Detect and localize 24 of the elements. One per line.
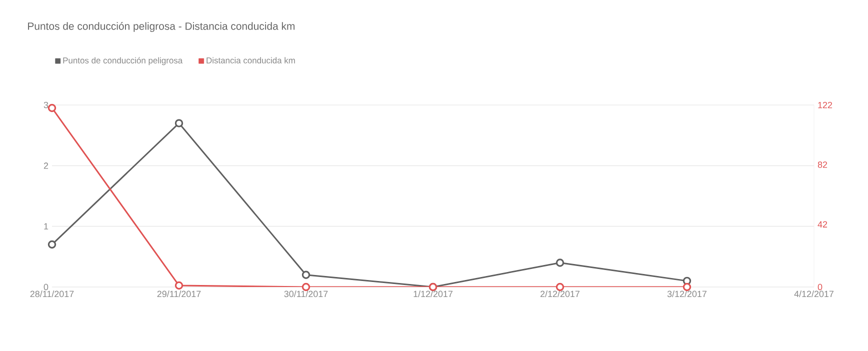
chart-title: Puntos de conducción peligrosa - Distancia conducida km — [28, 22, 295, 32]
x-tick-label: 29/11/2017 — [157, 290, 201, 298]
point — [556, 258, 564, 267]
point — [174, 119, 184, 128]
y2-tick-label: 42 — [818, 221, 828, 228]
point — [48, 240, 56, 249]
x-tick-label: 30/11/2017 — [284, 290, 328, 298]
x-tick-label: 4/12/2017 — [794, 290, 834, 298]
y-tick-label: 0 — [44, 284, 48, 290]
y2-tick-label: 122 — [818, 102, 832, 108]
x-tick-label: 2/12/2017 — [540, 290, 580, 298]
x-tick-label: 1/12/2017 — [414, 290, 452, 298]
x-tick-label: 3/12/2017 — [667, 290, 706, 298]
point — [302, 270, 310, 279]
legend-label: Distancia conducida km — [206, 57, 295, 64]
y-tick-label: 3 — [44, 102, 48, 108]
point — [48, 104, 56, 112]
x-tick-label: 28/11/2017 — [30, 290, 74, 298]
legend-label: Puntos de conducción peligrosa — [63, 57, 183, 66]
y2-tick-label: 0 — [818, 284, 822, 290]
y2-tick-label: 82 — [818, 161, 828, 168]
point — [174, 281, 184, 290]
y-tick-label: 1 — [44, 223, 48, 230]
y-tick-label: 2 — [44, 162, 48, 169]
